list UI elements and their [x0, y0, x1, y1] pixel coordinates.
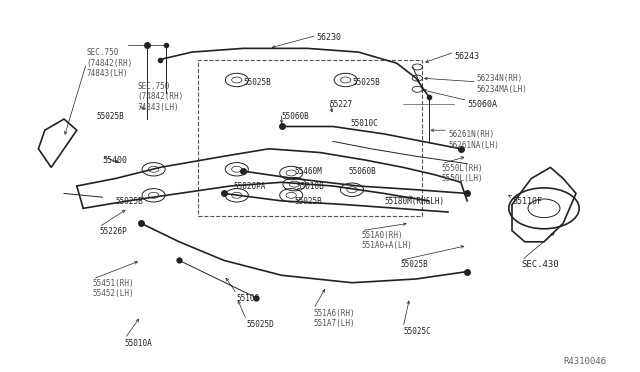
Text: 55010A: 55010A — [125, 339, 152, 347]
Text: 55025B: 55025B — [115, 197, 143, 206]
Text: SEC.430: SEC.430 — [522, 260, 559, 269]
Text: 55060B: 55060B — [349, 167, 376, 176]
Text: SEC.750
(74842(RH)
74843(LH): SEC.750 (74842(RH) 74843(LH) — [86, 48, 132, 78]
Text: 55227: 55227 — [330, 100, 353, 109]
Text: 55226P: 55226P — [99, 227, 127, 236]
Text: 55025B: 55025B — [352, 78, 380, 87]
Text: 56230: 56230 — [317, 33, 342, 42]
Text: 551A6(RH)
551A7(LH): 551A6(RH) 551A7(LH) — [314, 309, 355, 328]
Text: 56243: 56243 — [454, 52, 479, 61]
Text: 55025B: 55025B — [294, 197, 322, 206]
Text: SEC.750
(74842(RH)
74843(LH): SEC.750 (74842(RH) 74843(LH) — [138, 82, 184, 112]
Text: 55100: 55100 — [237, 294, 260, 303]
Text: 56261N(RH)
56261NA(LH): 56261N(RH) 56261NA(LH) — [448, 130, 499, 150]
Text: 55025C: 55025C — [403, 327, 431, 336]
Text: 55025D: 55025D — [246, 320, 274, 329]
Text: 55025B: 55025B — [243, 78, 271, 87]
Text: 55060B: 55060B — [282, 112, 309, 121]
Text: 55025B: 55025B — [400, 260, 428, 269]
Text: 55025B: 55025B — [96, 112, 124, 121]
Text: 55010B: 55010B — [296, 182, 324, 191]
Text: 55010C: 55010C — [351, 119, 378, 128]
Text: 551A0(RH)
551A0+A(LH): 551A0(RH) 551A0+A(LH) — [362, 231, 412, 250]
Text: 55060A: 55060A — [467, 100, 497, 109]
Text: 55826PA: 55826PA — [234, 182, 266, 191]
Text: R4310046: R4310046 — [563, 357, 606, 366]
Text: 55400: 55400 — [102, 156, 127, 165]
Text: 55180M(RH&LH): 55180M(RH&LH) — [384, 197, 444, 206]
Text: 55460M: 55460M — [294, 167, 322, 176]
Text: 56234N(RH)
56234MA(LH): 56234N(RH) 56234MA(LH) — [477, 74, 527, 94]
Text: 55451(RH)
55452(LH): 55451(RH) 55452(LH) — [93, 279, 134, 298]
Text: 55110F: 55110F — [512, 197, 542, 206]
Text: 5550L(RH)
5550L(LH): 5550L(RH) 5550L(LH) — [442, 164, 483, 183]
